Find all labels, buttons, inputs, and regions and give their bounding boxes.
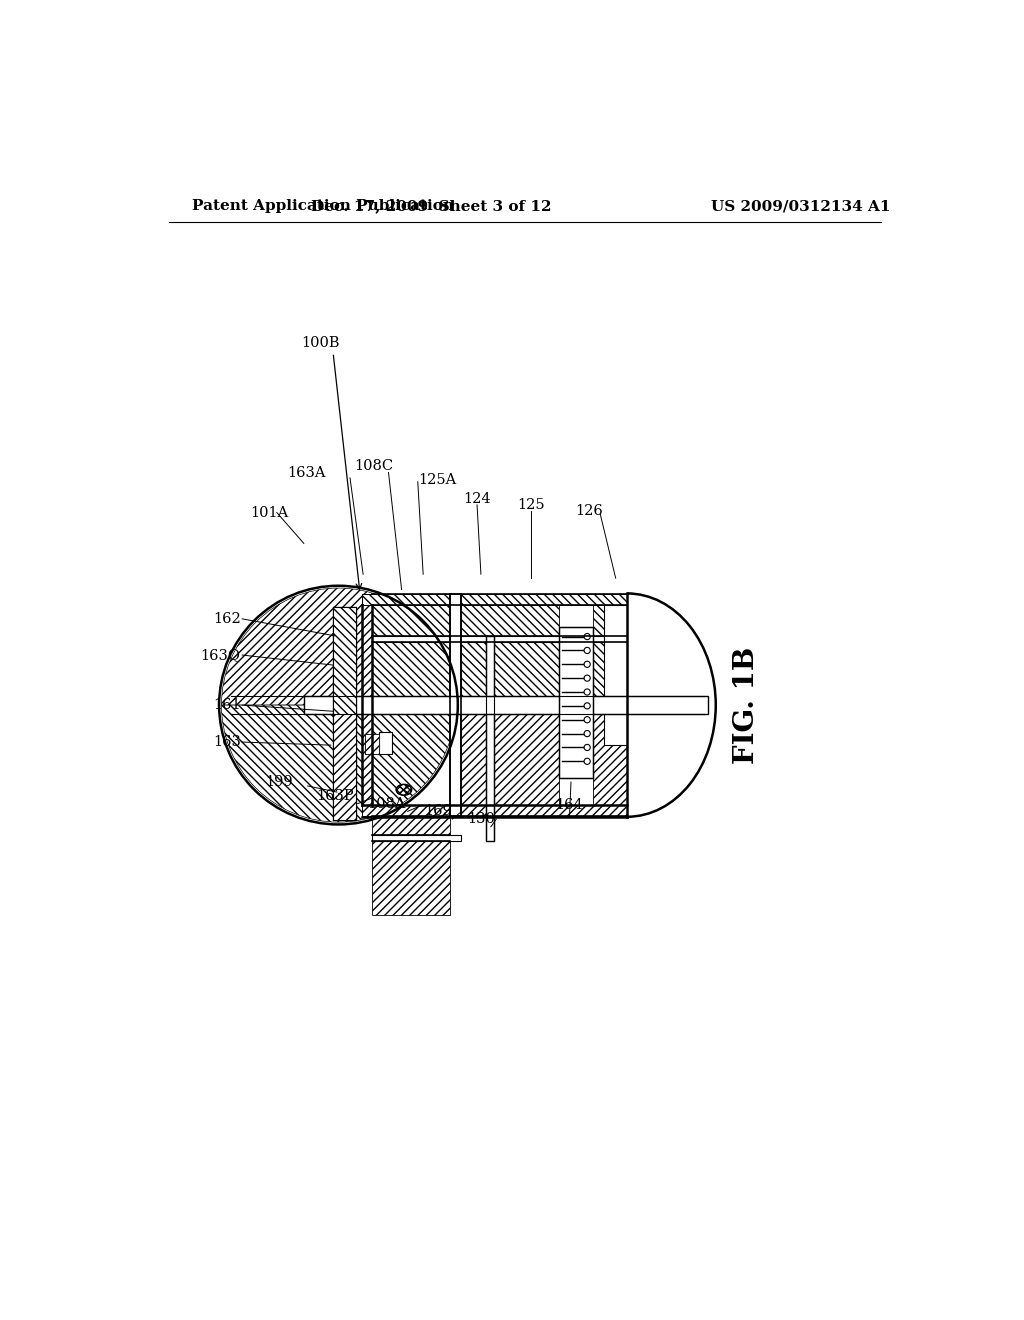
Bar [339,594,628,817]
Text: 130: 130 [467,812,495,826]
Bar [373,605,451,714]
Text: US 2009/0312134 A1: US 2009/0312134 A1 [711,199,890,213]
Bar [361,805,628,816]
Text: Patent Application Publication: Patent Application Publication [193,199,455,213]
Bar [304,696,708,714]
Bar [333,607,356,714]
Bar [559,627,593,779]
Bar [461,605,559,714]
Circle shape [219,586,458,825]
Wedge shape [221,589,456,705]
Bar [366,734,379,754]
Text: 169: 169 [425,804,453,818]
Text: 161: 161 [213,698,241,711]
Bar [333,607,356,820]
Wedge shape [221,705,456,822]
Circle shape [584,675,590,681]
Ellipse shape [396,784,412,795]
Text: 163Q: 163Q [201,648,241,663]
Circle shape [584,717,590,723]
Circle shape [584,634,590,640]
Text: 108A: 108A [367,797,406,810]
Text: 101A: 101A [250,506,288,520]
Bar [366,734,379,754]
Text: 163A: 163A [287,466,326,479]
Circle shape [584,661,590,668]
Text: 163P: 163P [315,789,353,803]
Circle shape [584,758,590,764]
Text: 108C: 108C [354,459,393,474]
Circle shape [584,702,590,709]
Bar [451,594,461,816]
Circle shape [584,744,590,751]
Bar [593,605,628,714]
Bar [604,605,628,744]
Text: 162: 162 [213,612,241,626]
Text: 164: 164 [556,799,584,812]
Bar [373,836,461,841]
Circle shape [584,730,590,737]
Text: FIG. 1B: FIG. 1B [733,647,760,764]
Text: 199: 199 [265,775,293,789]
Bar [373,636,628,642]
Text: 100B: 100B [301,337,340,350]
Text: 124: 124 [463,492,490,506]
Text: 163: 163 [213,735,241,748]
Ellipse shape [539,594,716,817]
Bar [373,805,451,915]
Bar [379,733,391,754]
Text: 125: 125 [517,498,545,512]
Bar [361,594,628,605]
Text: 126: 126 [574,504,602,517]
Circle shape [584,689,590,696]
Bar [593,696,628,805]
Bar [333,714,356,820]
Text: 125A: 125A [418,474,456,487]
Bar [461,696,559,805]
Bar [486,636,494,841]
Circle shape [584,647,590,653]
Bar [361,594,373,805]
Text: Dec. 17, 2009  Sheet 3 of 12: Dec. 17, 2009 Sheet 3 of 12 [310,199,551,213]
